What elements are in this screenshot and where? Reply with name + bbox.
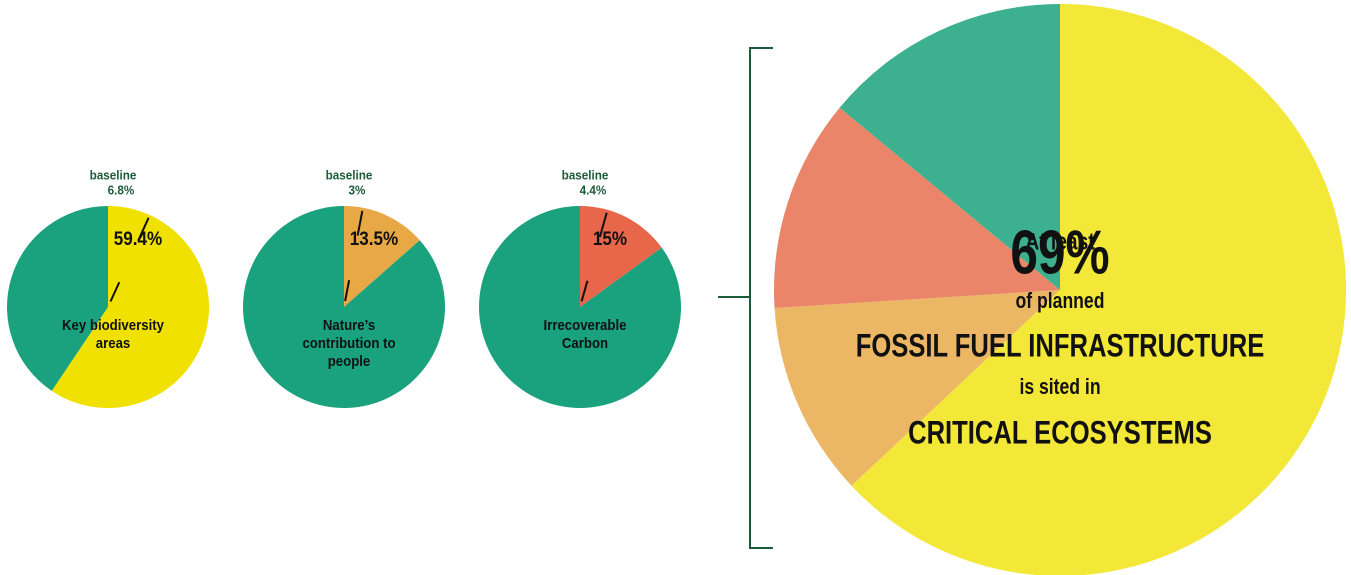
baseline-marker [598, 212, 608, 238]
annotation: of planned [1016, 289, 1105, 313]
baseline-marker [109, 281, 121, 302]
pie-slice [344, 206, 420, 307]
annotation: FOSSIL FUEL INFRASTRUCTURE [856, 329, 1265, 364]
baseline-value: 3% [349, 183, 366, 198]
bracket [718, 47, 773, 549]
annotation: 69% [1010, 217, 1109, 287]
pie-title: Key biodiversity areas [62, 317, 164, 352]
pie-slice [478, 206, 681, 408]
baseline-marker [356, 210, 364, 236]
baseline-marker [137, 217, 150, 242]
baseline-marker [580, 280, 589, 302]
baseline-value: 4.4% [580, 183, 607, 198]
pie-slice [51, 206, 209, 408]
pie-slice [851, 4, 1346, 575]
pie-title: Nature’s contribution to people [302, 317, 396, 370]
pie-slice [243, 206, 445, 409]
pie-slice [6, 206, 108, 391]
baseline-value: 6.8% [108, 183, 135, 198]
pie-title: Irrecoverable Carbon [543, 317, 627, 352]
value-label: 13.5% [350, 228, 398, 249]
pie-slice [580, 206, 662, 307]
bracket-line [749, 47, 773, 549]
annotation: At least [1025, 227, 1094, 255]
annotation: is sited in [1019, 375, 1100, 399]
pie-slice [839, 4, 1060, 290]
value-label: 15% [593, 228, 627, 249]
pie-slice [774, 290, 1060, 486]
pie-slice [774, 107, 1060, 308]
baseline-marker [344, 280, 351, 302]
baseline-label: baseline [90, 168, 137, 183]
annotation: CRITICAL ECOSYSTEMS [908, 416, 1212, 451]
baseline-label: baseline [562, 168, 609, 183]
baseline-label: baseline [326, 168, 373, 183]
